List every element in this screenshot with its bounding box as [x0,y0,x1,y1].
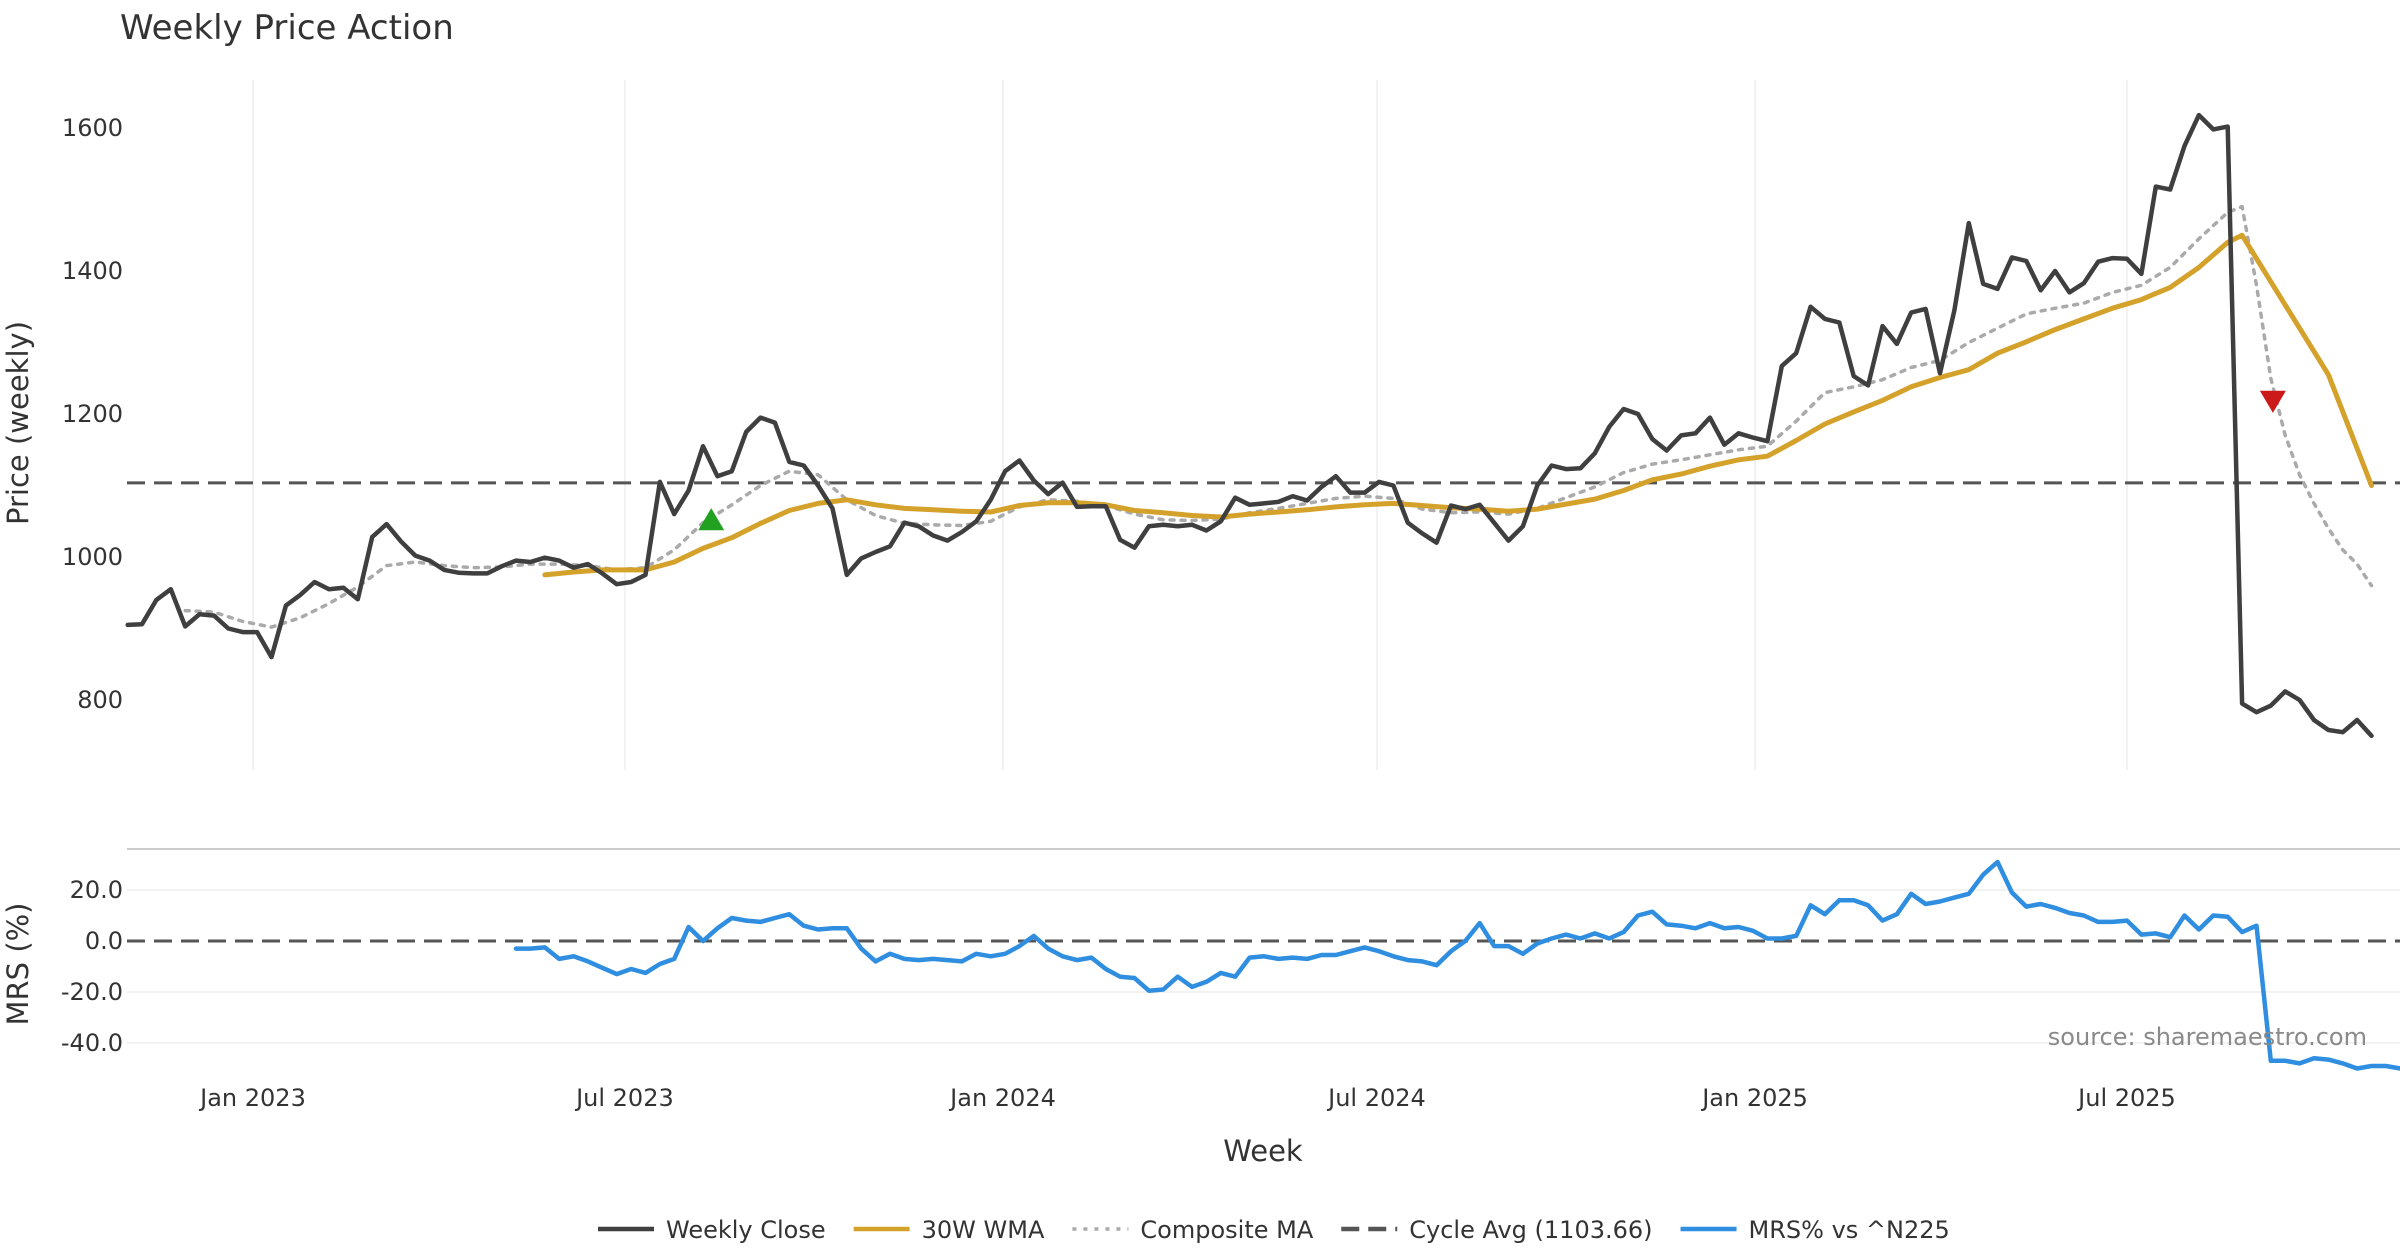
x-tick-label: Jul 2023 [574,1084,674,1112]
mrs-y-tick-label: 20.0 [70,876,123,904]
price-panel: 800 1000 1200 1400 1600 Price (weekly) [1,80,2400,770]
mrs-panel: -40.0 -20.0 0.0 20.0 MRS (%) source: sharem… [1,859,2400,1071]
legend-label: 30W WMA [922,1216,1045,1244]
buy-signal-marker [698,508,725,531]
x-ticks: Jan 2023 Jul 2023 Jan 2024 Jul 2024 Jan 2025… [198,1084,2176,1112]
series-mrs-vs-n225 [513,859,2400,1071]
source-watermark: source: sharemaestro.com [2048,1023,2367,1051]
price-grid [252,80,2128,770]
legend-label: Cycle Avg (1103.66) [1409,1216,1652,1244]
x-tick-label: Jan 2023 [198,1084,306,1112]
mrs-y-tick-label: -20.0 [61,978,123,1006]
sell-signal-marker [2259,390,2286,413]
price-y-tick-label: 800 [77,686,123,714]
price-y-tick-label: 1200 [62,400,123,428]
price-y-tick-label: 1400 [62,257,123,285]
legend-label: Weekly Close [666,1216,826,1244]
price-markers [698,390,2286,531]
legend-label: Composite MA [1140,1216,1313,1244]
price-series [125,112,2374,739]
series-weekly-close [125,112,2374,739]
x-tick-label: Jan 2024 [948,1084,1056,1112]
mrs-y-axis-label: MRS (%) [1,903,35,1026]
legend: Weekly Close 30W WMA Composite MA Cycle Avg… [598,1216,1950,1244]
mrs-grid [127,889,2400,1044]
x-axis-label: Week [1223,1134,1303,1168]
chart-title: Weekly Price Action [120,8,454,48]
legend-label: MRS% vs ^N225 [1749,1216,1950,1244]
price-y-ticks: 800 1000 1200 1400 1600 [62,114,123,714]
price-y-axis-label: Price (weekly) [1,321,35,525]
x-tick-label: Jul 2024 [1326,1084,1426,1112]
x-tick-label: Jan 2025 [1700,1084,1808,1112]
mrs-series [513,859,2400,1071]
mrs-y-tick-label: -40.0 [61,1029,123,1057]
mrs-y-tick-label: 0.0 [85,927,123,955]
price-y-tick-label: 1600 [62,114,123,142]
series-composite-ma [183,204,2374,629]
mrs-y-ticks: -40.0 -20.0 0.0 20.0 [61,876,123,1057]
price-y-tick-label: 1000 [62,543,123,571]
x-tick-label: Jul 2025 [2076,1084,2176,1112]
